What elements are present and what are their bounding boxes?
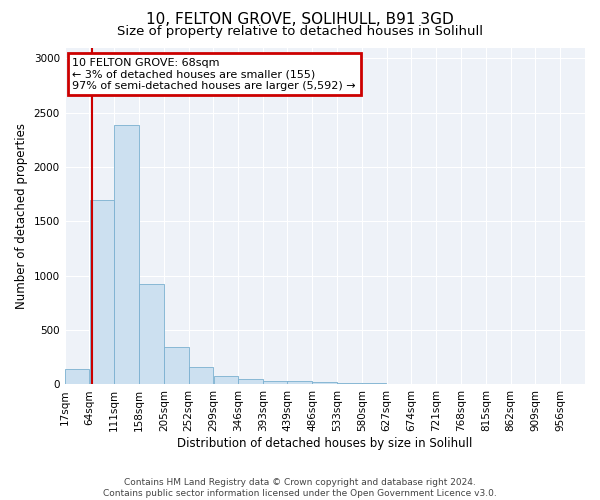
Y-axis label: Number of detached properties: Number of detached properties bbox=[15, 123, 28, 309]
Bar bbox=[189, 367, 214, 384]
Text: Contains HM Land Registry data © Crown copyright and database right 2024.
Contai: Contains HM Land Registry data © Crown c… bbox=[103, 478, 497, 498]
X-axis label: Distribution of detached houses by size in Solihull: Distribution of detached houses by size … bbox=[177, 437, 473, 450]
Bar bbox=[287, 381, 312, 384]
Bar bbox=[65, 369, 89, 384]
Bar bbox=[115, 124, 139, 384]
Bar bbox=[312, 382, 337, 384]
Text: Size of property relative to detached houses in Solihull: Size of property relative to detached ho… bbox=[117, 25, 483, 38]
Bar bbox=[238, 379, 263, 384]
Bar bbox=[164, 347, 188, 385]
Bar bbox=[337, 383, 362, 384]
Text: 10 FELTON GROVE: 68sqm
← 3% of detached houses are smaller (155)
97% of semi-det: 10 FELTON GROVE: 68sqm ← 3% of detached … bbox=[73, 58, 356, 91]
Bar bbox=[263, 381, 288, 384]
Bar bbox=[214, 376, 238, 384]
Bar bbox=[89, 200, 114, 384]
Bar bbox=[139, 284, 164, 384]
Text: 10, FELTON GROVE, SOLIHULL, B91 3GD: 10, FELTON GROVE, SOLIHULL, B91 3GD bbox=[146, 12, 454, 28]
